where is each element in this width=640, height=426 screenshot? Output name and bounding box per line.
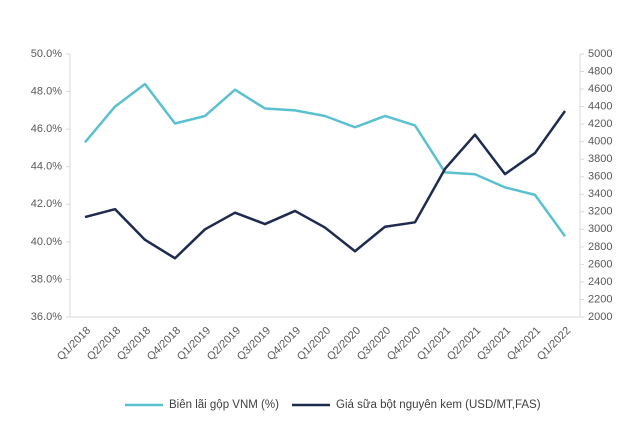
y2-tick-label: 3200 <box>588 206 612 218</box>
y-tick-label: 44.0% <box>31 161 62 173</box>
y2-tick-label: 5000 <box>588 48 612 60</box>
y2-tick-label: 2600 <box>588 258 612 270</box>
legend-label: Giá sữa bột nguyên kem (USD/MT,FAS) <box>336 399 541 411</box>
series-line <box>84 82 567 237</box>
y2-tick-label: 4400 <box>588 101 612 113</box>
y-tick-label: 38.0% <box>31 273 62 285</box>
series-line <box>84 110 567 260</box>
y2-tick-label: 4200 <box>588 118 612 130</box>
y2-tick-label: 2200 <box>588 293 612 305</box>
y-tick-label: 48.0% <box>31 85 62 97</box>
y2-tick-label: 2000 <box>588 311 612 323</box>
y-tick-label: 42.0% <box>31 198 62 210</box>
y-tick-label: 40.0% <box>31 236 62 248</box>
y-tick-label: 46.0% <box>31 123 62 135</box>
y2-tick-label: 4800 <box>588 65 612 77</box>
y2-tick-label: 3000 <box>588 223 612 235</box>
y2-tick-label: 4600 <box>588 83 612 95</box>
y-tick-label: 36.0% <box>31 311 62 323</box>
legend: Biên lãi gộp VNM (%) Giá sữa bột nguyên k… <box>125 399 541 411</box>
legend-label: Biên lãi gộp VNM (%) <box>169 399 279 411</box>
x-tick-label: Q1/2022 <box>535 325 573 363</box>
y2-tick-label: 2400 <box>588 276 612 288</box>
y-tick-label: 50.0% <box>31 48 62 60</box>
y2-tick-label: 2800 <box>588 241 612 253</box>
y2-tick-label: 4000 <box>588 136 612 148</box>
y2-tick-label: 3800 <box>588 153 612 165</box>
y2-tick-label: 3600 <box>588 171 612 183</box>
y2-tick-label: 3400 <box>588 188 612 200</box>
